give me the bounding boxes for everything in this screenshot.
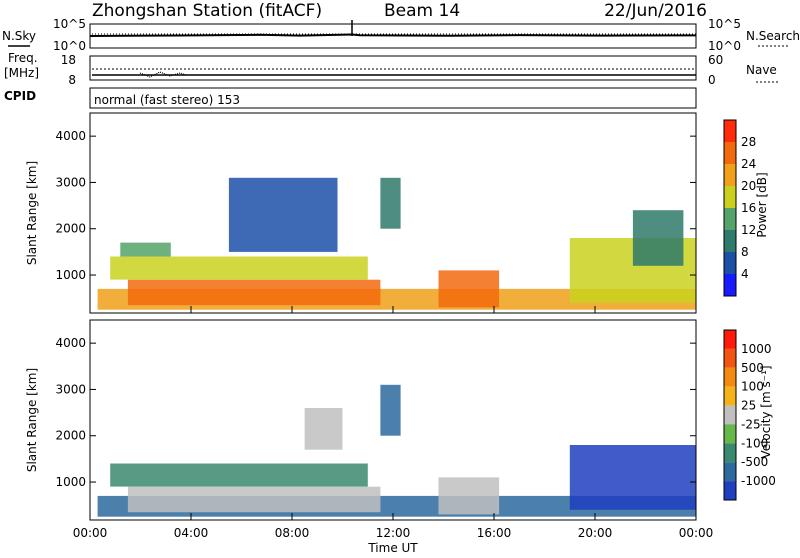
nsky-series-line bbox=[89, 33, 697, 37]
velocity-colorbar-cell-7 bbox=[724, 462, 736, 482]
power-colorbar-cell-7 bbox=[724, 274, 736, 296]
velocity-colorbar-label: Velocity [m s⁻¹] bbox=[759, 365, 773, 458]
power-ytick-label-1: 3000 bbox=[55, 175, 86, 189]
power-colorbar-cell-4 bbox=[724, 208, 736, 230]
x-tick-label-1: 04:00 bbox=[174, 526, 209, 540]
x-axis-label: Time UT bbox=[367, 541, 418, 554]
velocity-region-5 bbox=[438, 477, 500, 515]
power-colorbar-tick-5: 8 bbox=[741, 245, 749, 259]
beam-label: Beam 14 bbox=[384, 1, 460, 21]
x-tick-label-5: 20:00 bbox=[578, 526, 613, 540]
power-region-3 bbox=[120, 242, 171, 257]
x-tick-label-6: 00:00 bbox=[679, 526, 714, 540]
power-colorbar-label: Power [dB] bbox=[755, 172, 769, 237]
power-colorbar-tick-1: 24 bbox=[741, 157, 756, 171]
power-region-5 bbox=[380, 177, 401, 229]
nave-label: Nave bbox=[746, 63, 777, 77]
velocity-colorbar-tick-3: 25 bbox=[741, 399, 756, 413]
nsky-left-tick-top: 10^5 bbox=[53, 17, 86, 31]
freq-panel-frame bbox=[89, 55, 697, 81]
x-tick-label-3: 12:00 bbox=[376, 526, 411, 540]
power-region-1 bbox=[127, 279, 381, 306]
velocity-region-1 bbox=[127, 486, 381, 513]
power-ytick-label-0: 4000 bbox=[55, 129, 86, 143]
power-colorbar-cell-1 bbox=[724, 142, 736, 164]
plot-title: Zhongshan Station (fitACF) bbox=[92, 1, 322, 21]
power-region-8 bbox=[632, 210, 684, 266]
power-colorbar-cell-3 bbox=[724, 186, 736, 208]
freq-unit-label: [MHz] bbox=[4, 66, 39, 80]
power-region-4 bbox=[228, 177, 338, 252]
nave-right-tick-top: 60 bbox=[708, 53, 723, 67]
power-colorbar-frame bbox=[723, 119, 737, 297]
velocity-colorbar-tick-6: -500 bbox=[741, 455, 768, 469]
nsky-label: N.Sky bbox=[2, 29, 36, 43]
power-colorbar-cell-6 bbox=[724, 252, 736, 274]
velocity-ylabel: Slant Range [km] bbox=[25, 368, 39, 472]
velocity-ytick-label-2: 2000 bbox=[55, 429, 86, 443]
power-ylabel: Slant Range [km] bbox=[25, 161, 39, 265]
cpid-panel-frame bbox=[89, 87, 697, 109]
power-colorbar-tick-3: 16 bbox=[741, 201, 756, 215]
nsky-right-tick-bottom: 10^0 bbox=[708, 39, 741, 53]
velocity-colorbar-tick-0: 1000 bbox=[741, 342, 772, 356]
power-colorbar-tick-6: 4 bbox=[741, 267, 749, 281]
velocity-plot bbox=[97, 384, 697, 517]
date-label: 22/Jun/2016 bbox=[604, 1, 707, 21]
nave-right-tick-bottom: 0 bbox=[708, 73, 716, 87]
velocity-colorbar-cell-6 bbox=[724, 443, 736, 463]
velocity-colorbar-cell-2 bbox=[724, 367, 736, 387]
velocity-colorbar-cell-3 bbox=[724, 386, 736, 406]
velocity-region-2 bbox=[110, 463, 368, 487]
cpid-label: CPID bbox=[4, 89, 36, 103]
velocity-colorbar-tick-4: -25 bbox=[741, 417, 761, 431]
x-tick-label-0: 00:00 bbox=[73, 526, 108, 540]
power-colorbar-cell-0 bbox=[724, 120, 736, 142]
power-colorbar-tick-2: 20 bbox=[741, 179, 756, 193]
power-region-2 bbox=[110, 256, 368, 280]
velocity-colorbar-cell-8 bbox=[724, 481, 736, 500]
freq-label: Freq. bbox=[8, 51, 38, 65]
freq-scatter-cluster bbox=[139, 71, 187, 78]
nsky-right-tick-top: 10^5 bbox=[708, 17, 741, 31]
velocity-ytick-label-3: 1000 bbox=[55, 475, 86, 489]
x-tick-label-2: 08:00 bbox=[275, 526, 310, 540]
cpid-mode-text: normal (fast stereo) 153 bbox=[94, 93, 240, 107]
velocity-colorbar-tick-7: -1000 bbox=[741, 474, 776, 488]
velocity-region-4 bbox=[380, 384, 401, 436]
freq-left-tick-top: 18 bbox=[61, 53, 76, 67]
power-plot bbox=[97, 177, 697, 310]
x-axis-ticks: 00:00 04:00 08:00 12:00 16:00 20:00 00:00 bbox=[73, 306, 714, 540]
power-ytick-label-3: 1000 bbox=[55, 268, 86, 282]
velocity-colorbar-cell-5 bbox=[724, 424, 736, 444]
velocity-colorbar-cell-1 bbox=[724, 348, 736, 368]
x-tick-label-4: 16:00 bbox=[477, 526, 512, 540]
power-colorbar-cell-2 bbox=[724, 164, 736, 186]
nsearch-label: N.Search bbox=[746, 29, 800, 43]
velocity-colorbar-frame bbox=[723, 329, 737, 501]
power-colorbar-tick-4: 12 bbox=[741, 223, 756, 237]
power-region-6 bbox=[438, 270, 500, 308]
velocity-region-3 bbox=[304, 408, 343, 450]
velocity-colorbar-tick-5: -100 bbox=[741, 436, 768, 450]
velocity-region-6 bbox=[569, 445, 697, 510]
power-ytick-label-2: 2000 bbox=[55, 222, 86, 236]
power-colorbar-cell-5 bbox=[724, 230, 736, 252]
velocity-colorbar: 1000 500 100 25 -25 -100 -500 -1000 bbox=[723, 329, 776, 501]
nsky-left-tick-bottom: 10^0 bbox=[53, 39, 86, 53]
power-colorbar: 28 24 20 16 12 8 4 bbox=[723, 119, 756, 297]
velocity-colorbar-cell-4 bbox=[724, 405, 736, 425]
velocity-colorbar-tick-2: 100 bbox=[741, 380, 764, 394]
power-yticks: 4000 3000 2000 1000 bbox=[55, 129, 696, 282]
velocity-colorbar-tick-1: 500 bbox=[741, 361, 764, 375]
velocity-ytick-label-0: 4000 bbox=[55, 336, 86, 350]
velocity-ytick-label-1: 3000 bbox=[55, 382, 86, 396]
freq-left-tick-bottom: 8 bbox=[68, 73, 76, 87]
velocity-colorbar-cell-0 bbox=[724, 330, 736, 349]
velocity-yticks: 4000 3000 2000 1000 bbox=[55, 336, 696, 489]
power-colorbar-tick-0: 28 bbox=[741, 135, 756, 149]
